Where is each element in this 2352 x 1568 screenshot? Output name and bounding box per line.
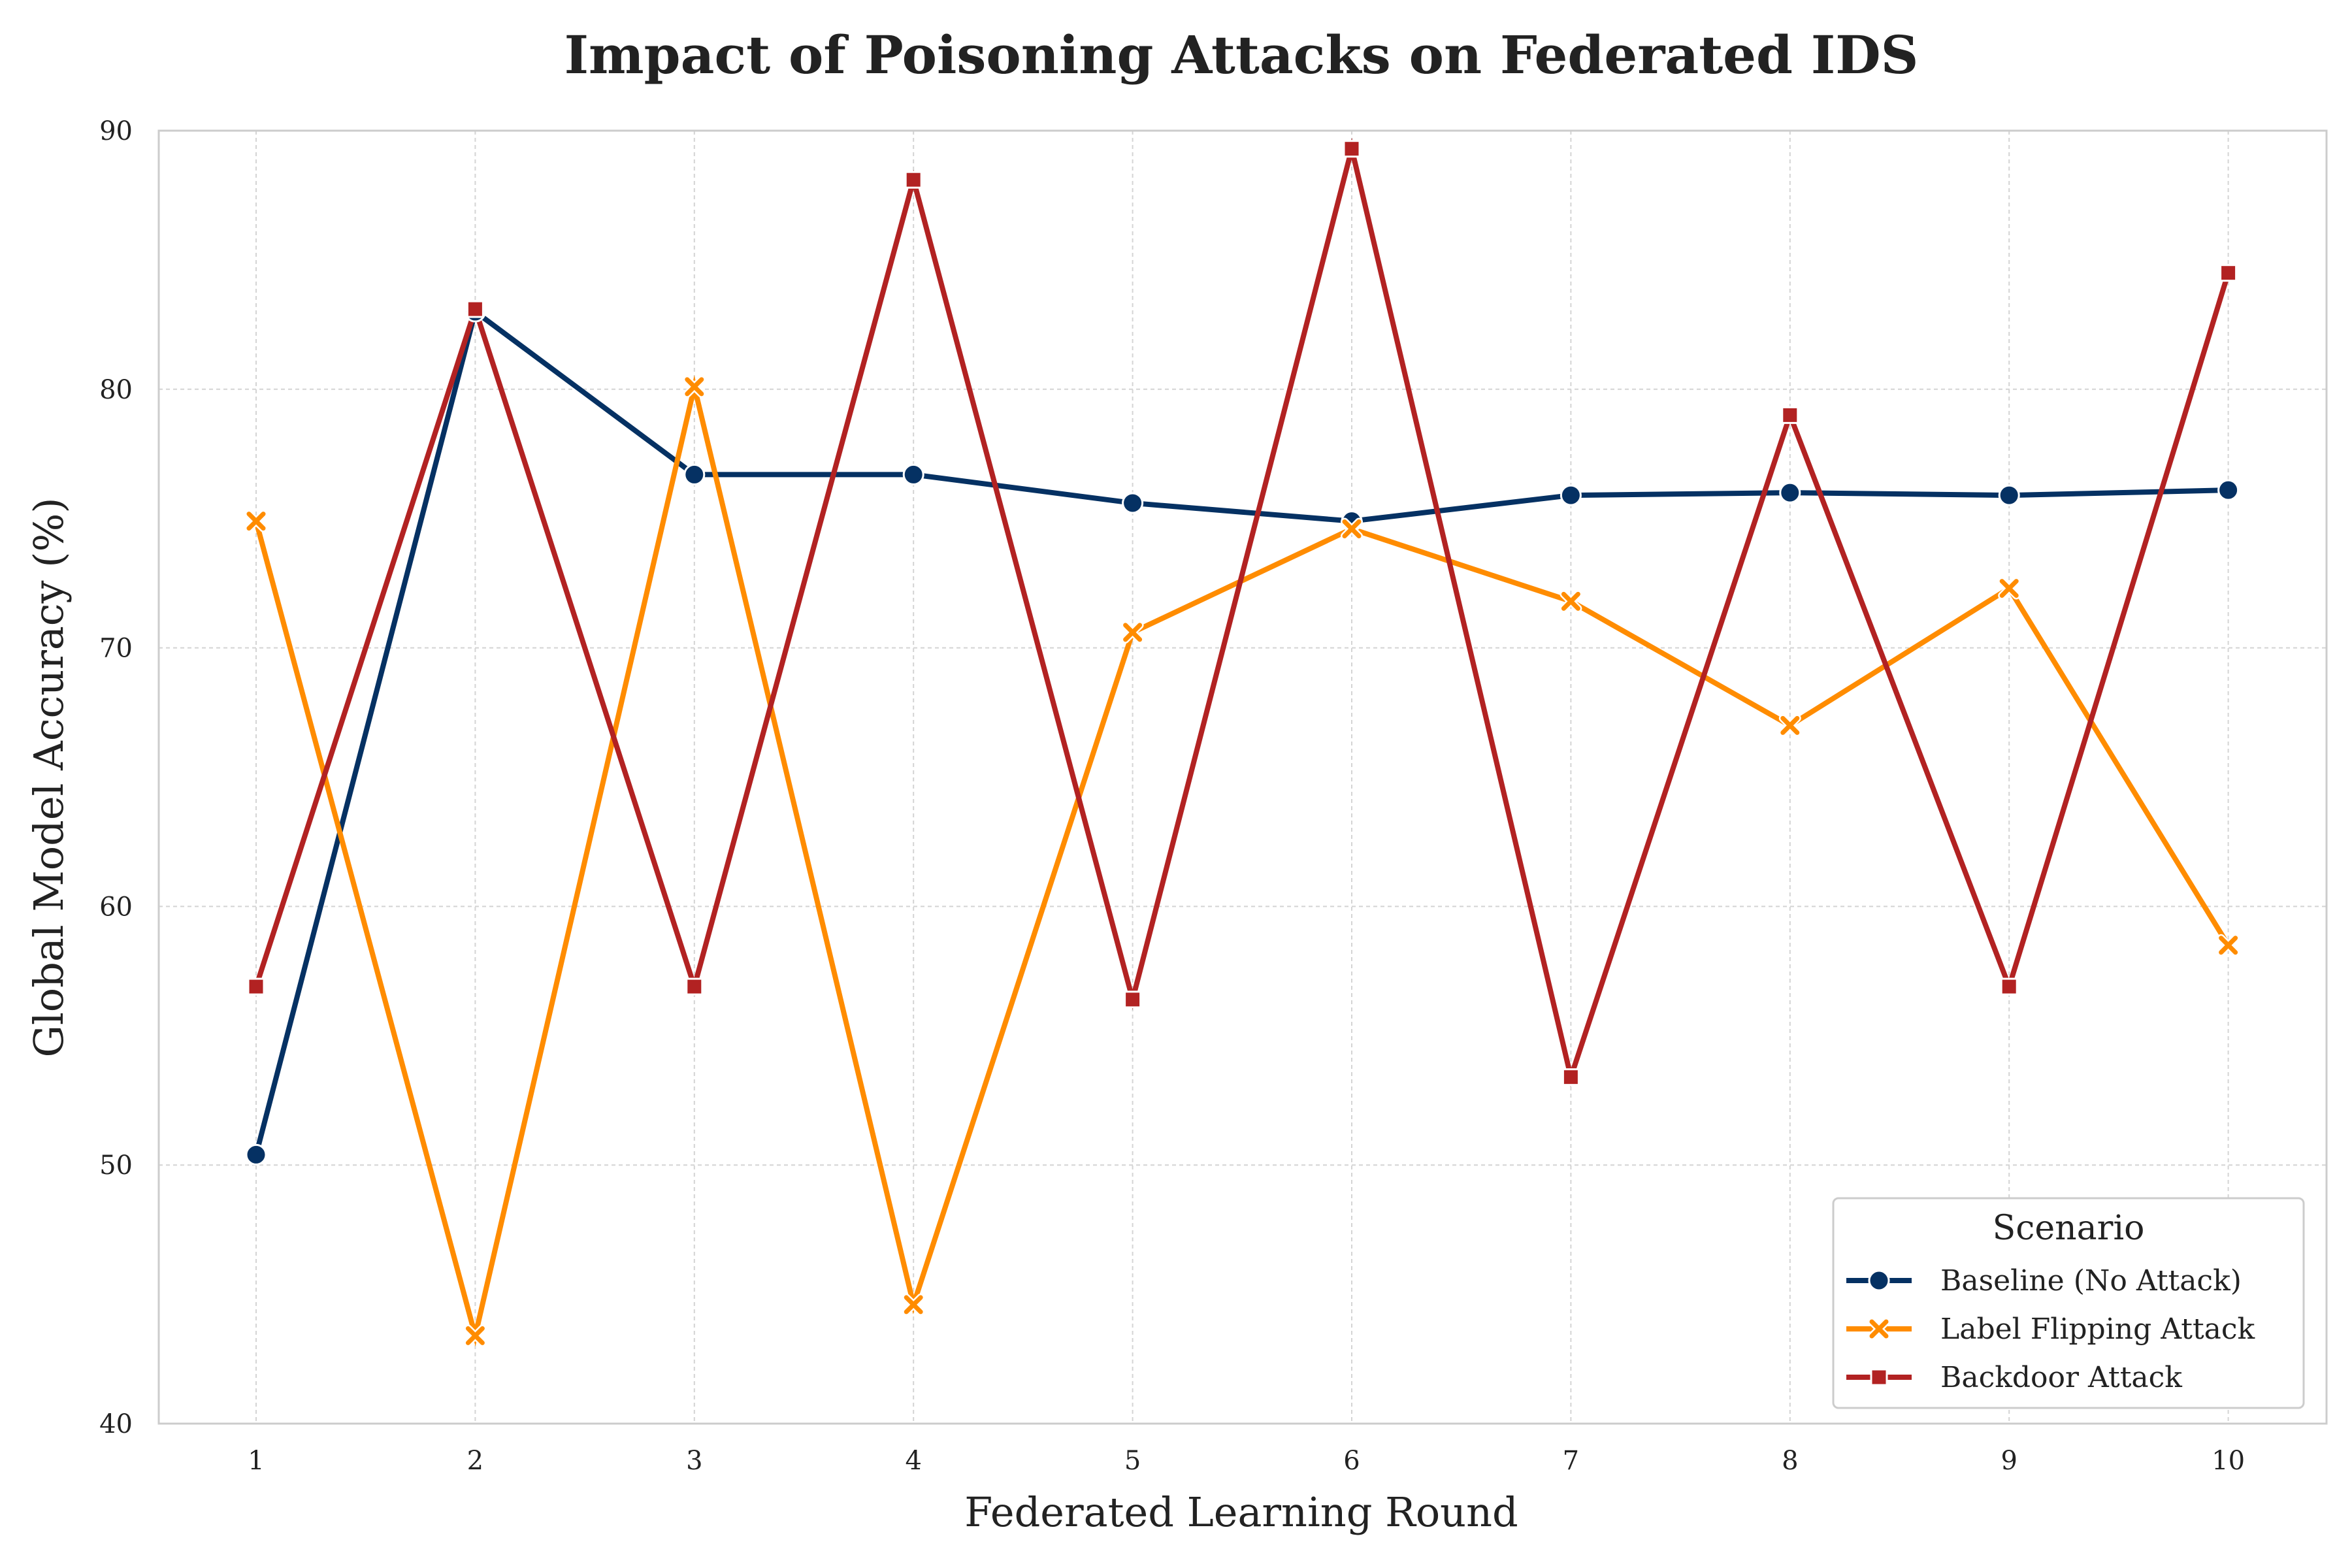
data-point (245, 510, 267, 532)
plot-area-frame (157, 129, 2328, 1425)
series-2-markers (245, 375, 2240, 1347)
data-point (245, 1143, 267, 1166)
data-point (2217, 479, 2240, 501)
data-point (1341, 517, 1363, 540)
x-tick-label: 5 (1124, 1446, 1141, 1476)
data-point (1561, 1068, 1580, 1086)
x-tick-label: 9 (2001, 1446, 2017, 1476)
series-line (253, 138, 2231, 1087)
data-point (1998, 484, 2020, 506)
legend-swatch-marker (1870, 1368, 1888, 1386)
x-tick-label: 10 (2212, 1446, 2245, 1476)
data-point (685, 977, 704, 996)
data-point (1343, 140, 1361, 158)
data-point (1124, 990, 1142, 1009)
y-tick-label: 70 (99, 634, 133, 664)
legend-entries: Baseline (No Attack) Label Flipping Attac… (1846, 1264, 2255, 1394)
data-point (902, 1293, 925, 1316)
x-tick-label: 8 (1782, 1446, 1798, 1476)
data-point (1560, 484, 1582, 506)
data-point (1998, 577, 2021, 600)
data-point (466, 300, 484, 318)
series-lines (245, 138, 2240, 1347)
data-point (1779, 482, 1801, 504)
data-point (1122, 492, 1144, 514)
data-point (1781, 406, 1799, 424)
chart-title: Impact of Poisoning Attacks on Federated… (564, 24, 1919, 86)
legend-box (1832, 1197, 2305, 1409)
series-1 (253, 307, 2229, 1156)
data-point (464, 1324, 487, 1347)
legend-entry-label: Label Flipping Attack (1940, 1313, 2255, 1346)
data-point (1560, 590, 1582, 613)
x-tick-label: 3 (686, 1446, 702, 1476)
legend-swatch-marker (1868, 1269, 1890, 1292)
data-point (2219, 264, 2238, 282)
data-point (683, 463, 706, 485)
y-axis-ticks: 40 50 60 70 80 90 (99, 116, 133, 1439)
data-point (247, 977, 265, 996)
y-tick-label: 40 (99, 1409, 133, 1439)
data-point (2217, 934, 2240, 956)
data-point (1121, 621, 1144, 644)
y-axis-label: Global Model Accuracy (%) (25, 497, 73, 1057)
x-tick-label: 4 (905, 1446, 921, 1476)
y-tick-label: 60 (99, 892, 133, 922)
y-tick-label: 50 (99, 1151, 133, 1181)
x-tick-label: 1 (248, 1446, 264, 1476)
data-point (902, 463, 924, 485)
legend-entry-label: Baseline (No Attack) (1940, 1264, 2242, 1298)
legend-entry: Backdoor Attack (1846, 1361, 2182, 1394)
x-axis-label: Federated Learning Round (964, 1488, 1518, 1536)
legend-title: Scenario (1993, 1209, 2145, 1248)
legend-entry-label: Backdoor Attack (1940, 1361, 2182, 1394)
data-point (683, 375, 706, 398)
legend-entry: Baseline (No Attack) (1846, 1264, 2242, 1298)
y-tick-label: 80 (99, 375, 133, 405)
x-tick-label: 2 (467, 1446, 483, 1476)
data-point (2000, 977, 2018, 996)
data-point (1778, 714, 1801, 737)
x-tick-label: 7 (1563, 1446, 1579, 1476)
data-point (904, 171, 923, 189)
legend-swatch-marker (1868, 1318, 1890, 1340)
legend: Scenario Baseline (No Attack) Label Flipp… (1832, 1197, 2305, 1409)
x-axis-ticks: 1 2 3 4 5 6 7 8 9 10 (248, 1446, 2245, 1476)
series-line (253, 307, 2229, 1156)
series-line (253, 375, 2231, 1347)
x-tick-label: 6 (1343, 1446, 1360, 1476)
series-3-markers (247, 140, 2238, 1086)
y-tick-label: 90 (99, 116, 133, 146)
legend-entry: Label Flipping Attack (1846, 1313, 2255, 1346)
series-3 (253, 138, 2231, 1087)
series-2 (253, 375, 2231, 1347)
